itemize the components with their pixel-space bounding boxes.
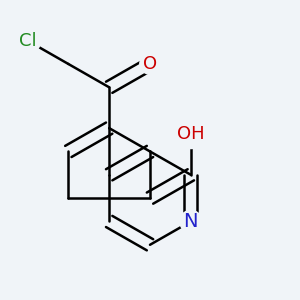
Text: OH: OH <box>177 125 205 143</box>
Circle shape <box>180 210 202 232</box>
Text: Cl: Cl <box>19 32 36 50</box>
Circle shape <box>14 28 40 54</box>
Text: O: O <box>143 55 157 73</box>
Text: N: N <box>184 212 198 231</box>
Circle shape <box>140 54 160 74</box>
Circle shape <box>176 119 206 148</box>
